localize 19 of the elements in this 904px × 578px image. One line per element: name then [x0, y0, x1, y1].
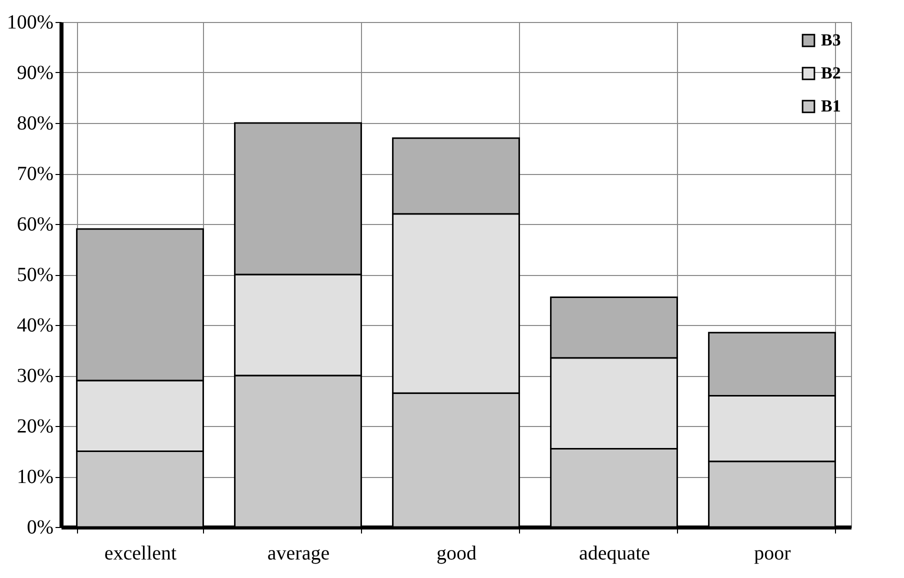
y-tick-label: 60% — [16, 214, 54, 236]
y-tick-label: 40% — [16, 314, 54, 336]
y-tick-label: 0% — [26, 516, 54, 538]
x-tick-label: adequate — [578, 542, 650, 564]
y-tick-label: 20% — [16, 416, 54, 438]
y-tick-label: 90% — [16, 62, 54, 84]
legend-label: B3 — [821, 30, 841, 50]
y-tick-label: 30% — [16, 365, 54, 387]
legend-label: B1 — [821, 96, 841, 116]
y-tick-label: 80% — [16, 112, 54, 134]
y-tick-label: 100% — [6, 12, 54, 34]
legend-label: B2 — [821, 64, 841, 82]
y-tick-label: 50% — [16, 264, 54, 286]
x-tick-label: excellent — [104, 542, 178, 564]
x-tick-label: good — [436, 542, 476, 564]
y-tick-label: 70% — [16, 163, 54, 185]
x-tick-label: poor — [754, 542, 792, 564]
y-tick-label: 10% — [16, 466, 54, 488]
x-tick-label: average — [267, 542, 330, 564]
